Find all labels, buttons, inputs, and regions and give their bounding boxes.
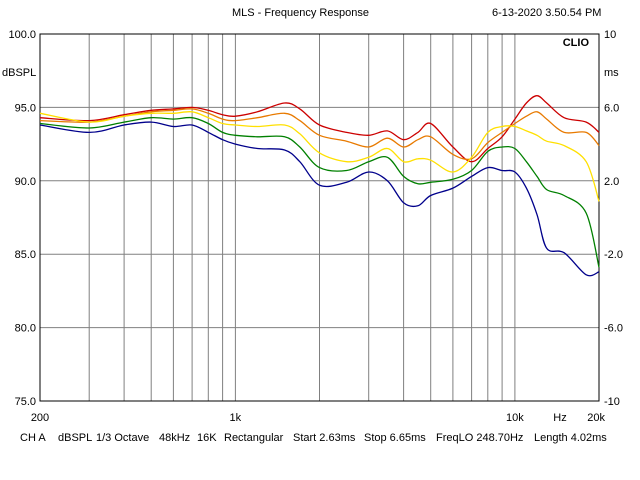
footer-sample-rate: 48kHz xyxy=(159,432,191,444)
y-tick-label: 80.0 xyxy=(15,323,36,335)
series-line-red xyxy=(39,95,600,163)
y2-tick-label: -10 xyxy=(604,396,620,408)
timestamp: 6-13-2020 3.50.54 PM xyxy=(492,7,602,19)
footer-smoothing: 1/3 Octave xyxy=(96,432,150,444)
footer-length: Length 4.02ms xyxy=(534,432,607,444)
y2-tick-label: 6.0 xyxy=(604,102,619,114)
chart-title: MLS - Frequency Response xyxy=(232,7,369,19)
y-tick-label: 85.0 xyxy=(15,249,36,261)
y-axis-label-right: ms xyxy=(604,67,619,79)
y-axis-label-left: dBSPL xyxy=(2,67,36,79)
y2-tick-label: -2.0 xyxy=(604,249,623,261)
series-line-orange xyxy=(39,108,600,161)
x-tick-label: 1k xyxy=(230,412,242,424)
y-tick-label: 90.0 xyxy=(15,176,36,188)
y-tick-label: 95.0 xyxy=(15,102,36,114)
x-tick-label: 20k xyxy=(587,412,605,424)
plot-frame xyxy=(39,33,600,402)
footer-stop: Stop 6.65ms xyxy=(364,432,426,444)
x-tick-label: 10k xyxy=(506,412,524,424)
clio-brand: CLIO xyxy=(563,37,590,49)
y-tick-label: 75.0 xyxy=(15,396,36,408)
footer-start: Start 2.63ms xyxy=(293,432,356,444)
y2-tick-label: -6.0 xyxy=(604,323,623,335)
footer-freqlo: FreqLO 248.70Hz xyxy=(436,432,524,444)
footer-unit: dBSPL xyxy=(58,432,93,444)
x-tick-label: Hz xyxy=(553,412,566,424)
series-line-green xyxy=(39,116,600,268)
series-line-yellow xyxy=(39,111,600,202)
y2-tick-label: 10 xyxy=(604,29,616,41)
y-tick-label: 100.0 xyxy=(8,29,36,41)
footer-window: Rectangular xyxy=(224,432,284,444)
series-line-blue xyxy=(39,121,600,277)
x-tick-label: 200 xyxy=(31,412,49,424)
footer-channel: CH A xyxy=(20,432,46,444)
footer-size: 16K xyxy=(197,432,217,444)
y2-tick-label: 2.0 xyxy=(604,176,619,188)
